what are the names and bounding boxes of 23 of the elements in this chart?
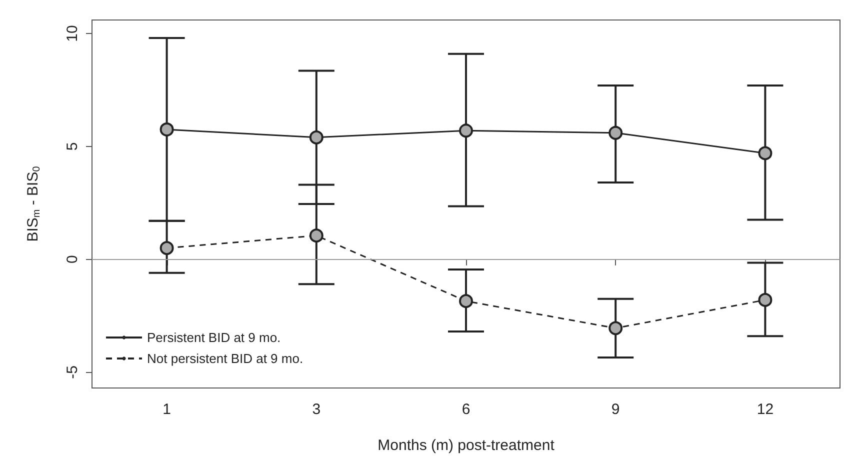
x-tick-label: 9 bbox=[611, 401, 620, 418]
point bbox=[758, 292, 772, 307]
point bbox=[459, 124, 473, 138]
y-tick-label: -5 bbox=[64, 366, 81, 379]
x-tick-label: 12 bbox=[756, 401, 774, 418]
point bbox=[160, 241, 174, 256]
x-tick-label: 6 bbox=[462, 401, 470, 418]
y-axis-title: BISm - BIS0 bbox=[24, 166, 42, 242]
point bbox=[309, 130, 324, 144]
point bbox=[160, 122, 174, 136]
point bbox=[459, 294, 473, 308]
x-tick-label: 1 bbox=[162, 401, 171, 418]
y-tick-label: 10 bbox=[64, 25, 81, 42]
point bbox=[608, 126, 623, 140]
point bbox=[758, 146, 772, 160]
x-tick-label: 3 bbox=[312, 401, 321, 418]
x-axis-title: Months (m) post-treatment bbox=[378, 437, 556, 454]
point bbox=[309, 228, 324, 243]
legend-label: Not persistent BID at 9 mo. bbox=[147, 351, 304, 366]
legend-label: Persistent BID at 9 mo. bbox=[147, 330, 281, 345]
y-tick-label: 5 bbox=[64, 142, 81, 151]
y-tick-label: 0 bbox=[64, 255, 81, 264]
point bbox=[608, 321, 623, 336]
